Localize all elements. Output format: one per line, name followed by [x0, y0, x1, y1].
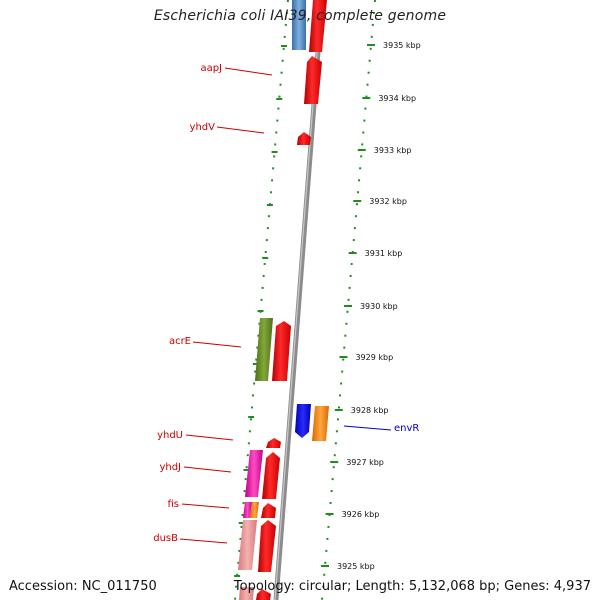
- scale-tick-label: 3933 kbp: [374, 146, 412, 155]
- svg-text:yhdJ: yhdJ: [159, 462, 181, 473]
- gene-feature-fis-red: [261, 503, 276, 518]
- scale-tick-label: 3932 kbp: [369, 197, 407, 206]
- svg-text:yhdV: yhdV: [190, 122, 216, 133]
- gene-feature-yhdJ-red: [262, 452, 280, 499]
- svg-text:aapJ: aapJ: [200, 63, 222, 74]
- outer-scale-rail: [321, 0, 376, 600]
- gene-feature-envR: [295, 404, 329, 441]
- gene-feature-red-top: [309, 0, 327, 52]
- scale-tick-label: 3925 kbp: [337, 562, 375, 571]
- scale-tick-label: 3927 kbp: [346, 458, 384, 467]
- gene-feature-aapJ: [304, 56, 322, 104]
- scale-tick-label: 3935 kbp: [383, 41, 421, 50]
- label-aapJ[interactable]: aapJ: [200, 63, 273, 76]
- scale-ticks: 3935 kbp 3934 kbp 3933 kbp 3932 kbp 3931 kbp…: [234, 41, 421, 577]
- label-yhdV[interactable]: yhdV: [190, 122, 265, 134]
- gene-feature-acrE: [255, 318, 273, 381]
- label-dusB[interactable]: dusB: [153, 533, 228, 544]
- scale-tick-label: 3934 kbp: [378, 94, 416, 103]
- scale-tick-label: 3928 kbp: [351, 406, 389, 415]
- svg-text:dusB: dusB: [153, 533, 178, 544]
- gene-feature-dusB-red: [256, 520, 276, 600]
- gene-feature-yhdU: [266, 438, 281, 448]
- gene-feature-yhdV: [297, 132, 311, 145]
- genome-title: Escherichia coli IAI39, complete genome: [153, 8, 447, 24]
- scale-tick-label: 3926 kbp: [342, 510, 380, 519]
- svg-text:fis: fis: [167, 499, 179, 510]
- label-envR[interactable]: envR: [343, 423, 419, 434]
- label-fis[interactable]: fis: [167, 499, 230, 510]
- gene-feature-acrE-red: [272, 321, 291, 381]
- gene-feature-dusB: [238, 520, 257, 600]
- label-acrE[interactable]: acrE: [169, 336, 242, 348]
- gene-feature-yhdJ: [245, 450, 263, 497]
- svg-text:yhdU: yhdU: [157, 430, 183, 441]
- genome-summary-text: Topology: circular; Length: 5,132,068 bp…: [233, 579, 591, 594]
- label-yhdU[interactable]: yhdU: [157, 430, 234, 441]
- inner-scale-rail: [234, 0, 289, 600]
- gene-feature-fis: [243, 502, 259, 518]
- svg-text:acrE: acrE: [169, 336, 191, 347]
- gene-feature-blue-top: [292, 0, 306, 50]
- scale-tick-label: 3931 kbp: [365, 249, 403, 258]
- label-yhdJ[interactable]: yhdJ: [159, 462, 232, 473]
- accession-text: Accession: NC_011750: [9, 579, 157, 594]
- svg-text:envR: envR: [394, 423, 419, 434]
- scale-tick-label: 3929 kbp: [355, 353, 393, 362]
- scale-tick-label: 3930 kbp: [360, 302, 398, 311]
